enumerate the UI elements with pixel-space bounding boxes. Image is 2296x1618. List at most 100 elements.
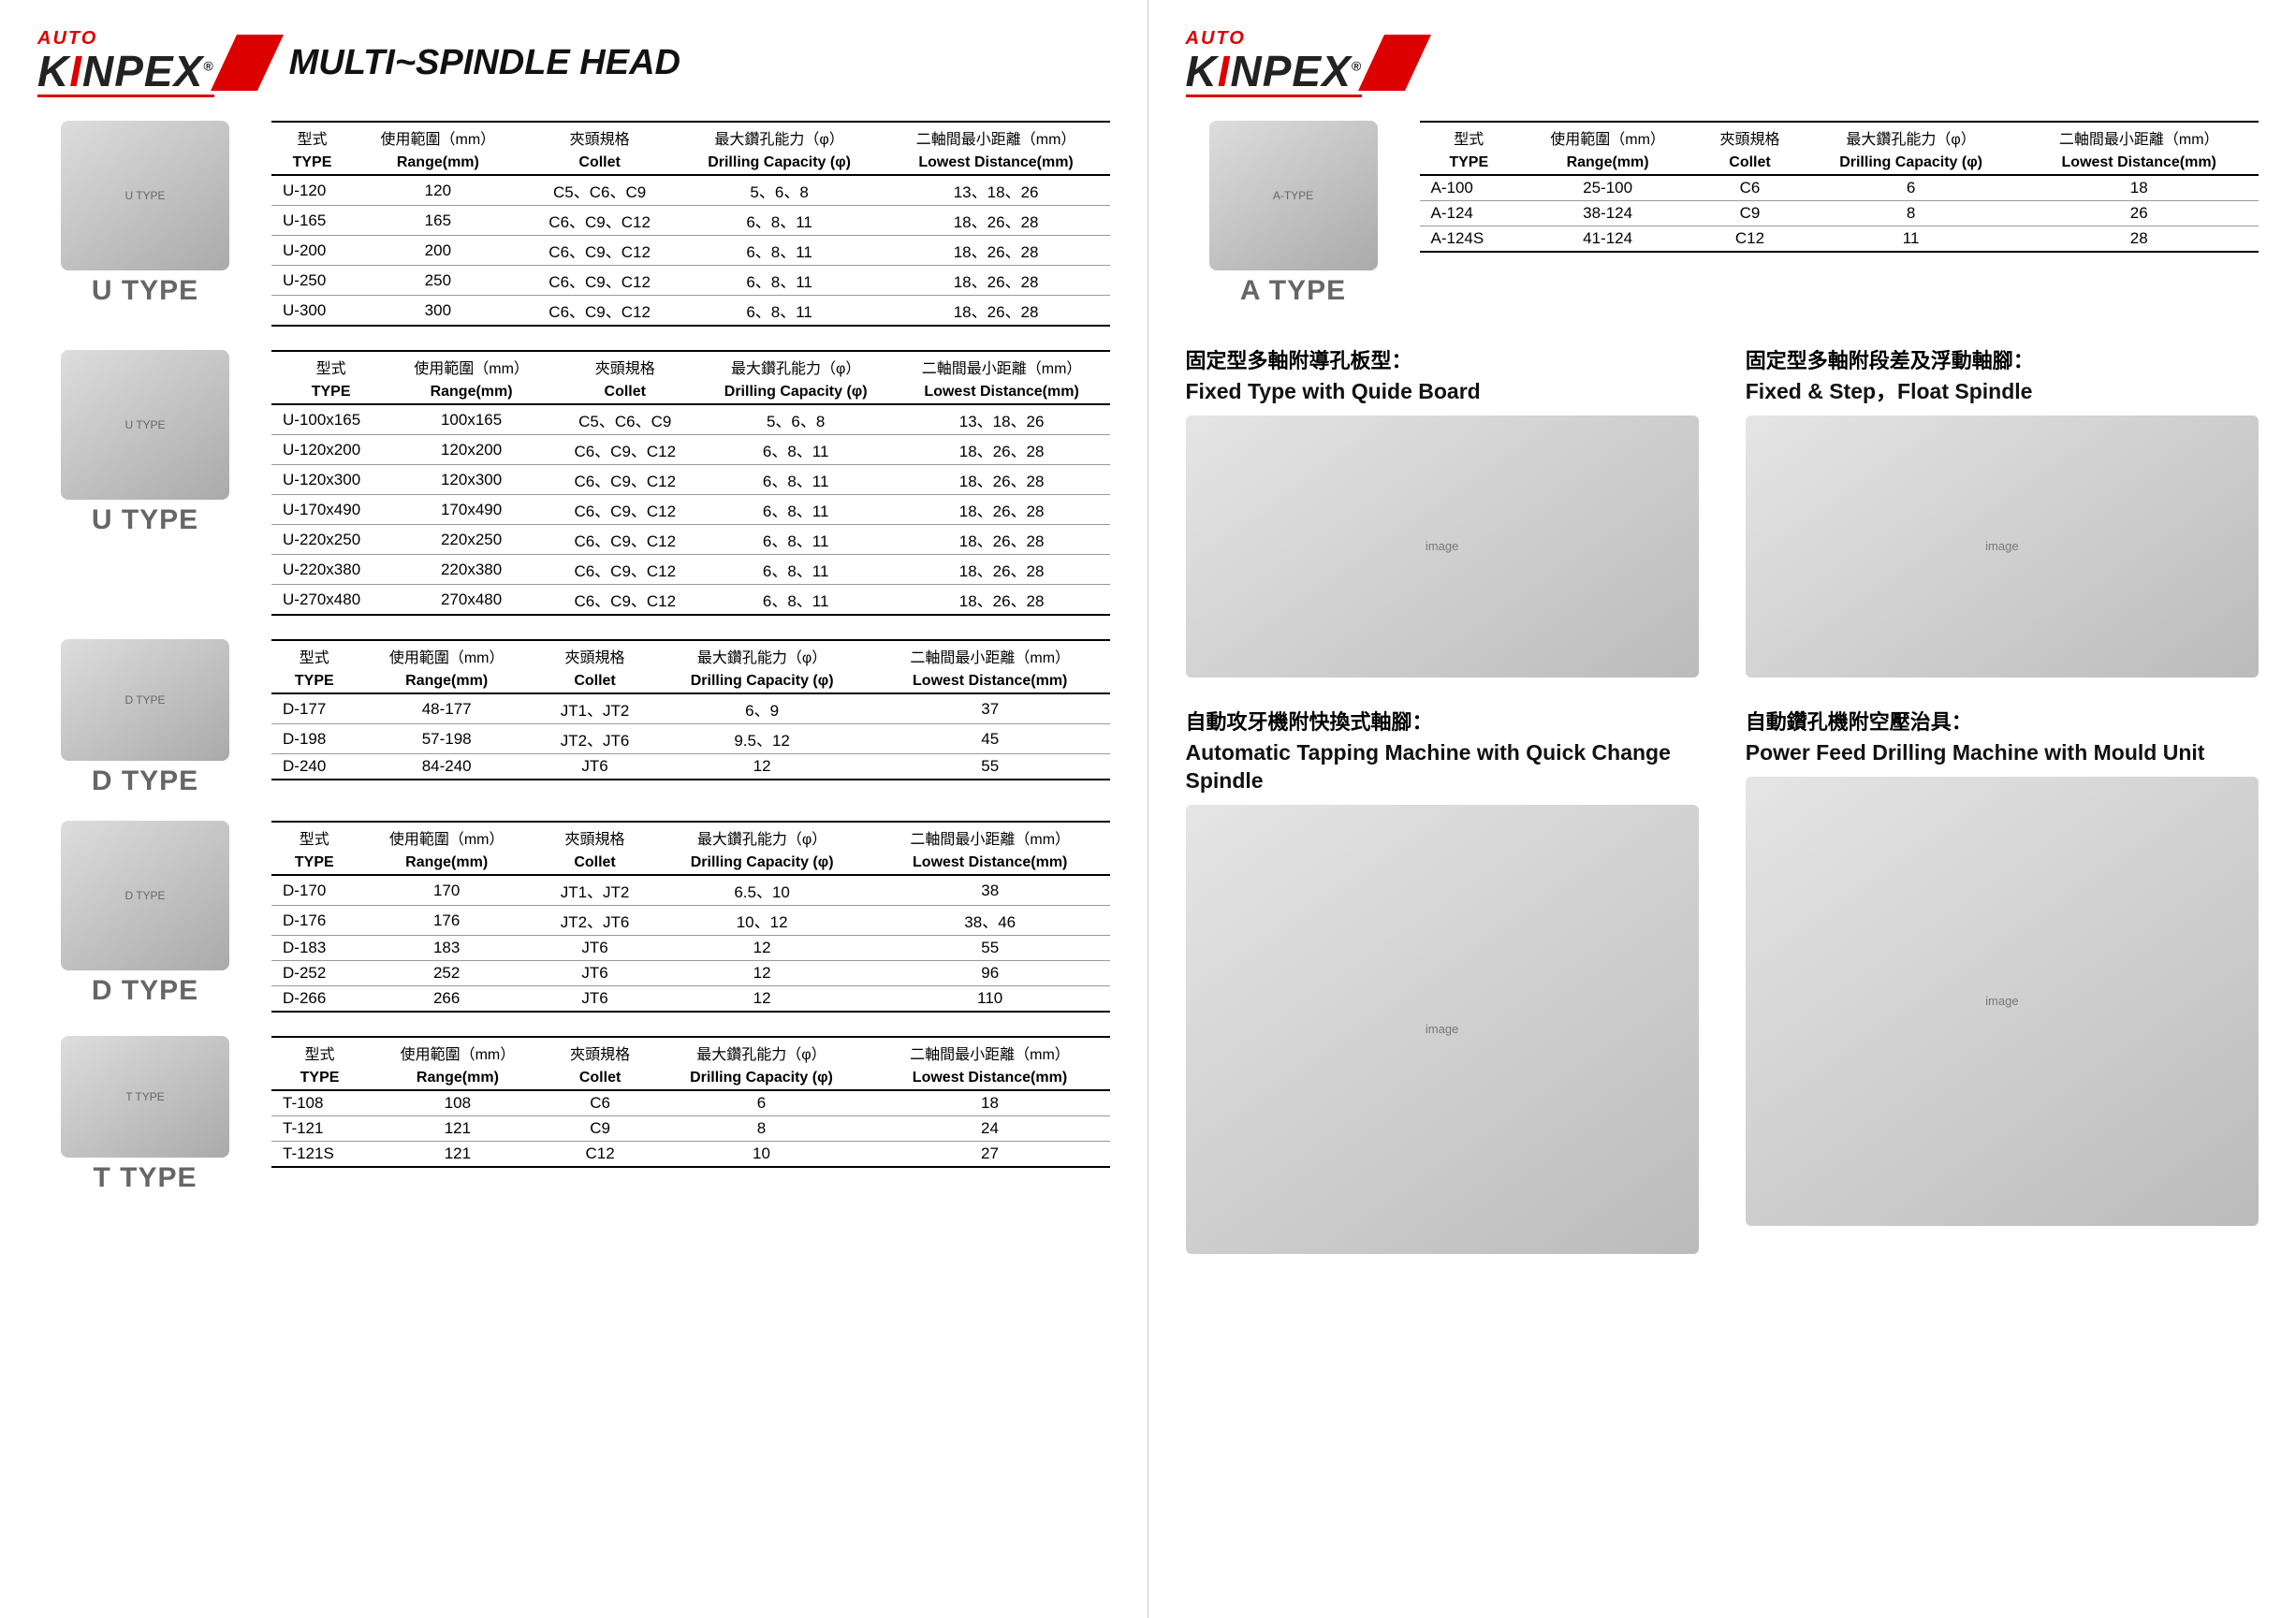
table-row: D-24084-240JT61255 xyxy=(271,754,1110,780)
col-header-en: TYPE xyxy=(271,1067,368,1090)
table-row: D-170170JT1、JT26.5、1038 xyxy=(271,875,1110,906)
table-cell: C6、C9、C12 xyxy=(523,266,677,296)
product-thumb: D TYPE xyxy=(61,821,229,970)
table-cell: 170x490 xyxy=(390,495,552,525)
col-header-zh: 型式 xyxy=(271,822,358,852)
table-row: T-108108C6618 xyxy=(271,1090,1110,1116)
table-cell: C6、C9、C12 xyxy=(552,495,698,525)
col-header-zh: 使用範圍（mm） xyxy=(1518,122,1697,152)
table-cell: U-165 xyxy=(271,206,353,236)
product-image: image xyxy=(1186,415,1699,678)
type-label: D TYPE xyxy=(37,765,253,797)
col-header-zh: 夾頭規格 xyxy=(1697,122,1803,152)
table-cell: D-266 xyxy=(271,986,358,1013)
col-header-zh: 最大鑽孔能力（φ） xyxy=(653,822,870,852)
table-cell: C6 xyxy=(548,1090,653,1116)
table-cell: C6、C9、C12 xyxy=(552,465,698,495)
table-cell: 6、8、11 xyxy=(698,465,894,495)
table-cell: 108 xyxy=(368,1090,548,1116)
table-cell: D-170 xyxy=(271,875,358,906)
col-header-en: Collet xyxy=(536,670,654,693)
col-header-zh: 二軸間最小距離（mm） xyxy=(870,640,1110,670)
right-page: AUTO KINPEX® A-TYPE A TYPE 型式使用範圍（mm）夾頭規… xyxy=(1148,0,2296,1618)
logo: AUTO KINPEX® xyxy=(1186,28,1363,97)
col-header-zh: 最大鑽孔能力（φ） xyxy=(1803,122,2020,152)
table-cell: 12 xyxy=(653,986,870,1013)
table-cell: T-121 xyxy=(271,1116,368,1142)
table-cell: 120x200 xyxy=(390,435,552,465)
col-header-en: Collet xyxy=(548,1067,653,1090)
product-image: image xyxy=(1186,805,1699,1254)
table-cell: 38-124 xyxy=(1518,201,1697,226)
col-header-en: Lowest Distance(mm) xyxy=(870,852,1110,875)
table-cell: C6 xyxy=(1697,175,1803,201)
table-row: U-120120C5、C6、C95、6、813、18、26 xyxy=(271,175,1110,206)
col-header-en: Range(mm) xyxy=(358,670,536,693)
col-header-zh: 使用範圍（mm） xyxy=(358,640,536,670)
type-section: D TYPED TYPE型式使用範圍（mm）夾頭規格最大鑽孔能力（φ）二軸間最小… xyxy=(37,639,1110,797)
col-header-zh: 型式 xyxy=(271,351,390,381)
table-cell: 6、8、11 xyxy=(698,435,894,465)
product-image: image xyxy=(1746,777,2259,1226)
table-cell: 120 xyxy=(353,175,523,206)
table-cell: 12 xyxy=(653,961,870,986)
table-cell: 5、6、8 xyxy=(677,175,883,206)
table-cell: 220x250 xyxy=(390,525,552,555)
col-header-zh: 夾頭規格 xyxy=(548,1037,653,1067)
title-banner-right xyxy=(1390,35,2259,91)
table-row: U-300300C6、C9、C126、8、1118、26、28 xyxy=(271,296,1110,327)
col-header-zh: 二軸間最小距離（mm） xyxy=(2019,122,2259,152)
col-header-zh: 夾頭規格 xyxy=(536,822,654,852)
table-row: U-120x300120x300C6、C9、C126、8、1118、26、28 xyxy=(271,465,1110,495)
table-cell: U-250 xyxy=(271,266,353,296)
product-image: image xyxy=(1746,415,2259,678)
logo-reg: ® xyxy=(203,59,213,74)
header-right: AUTO KINPEX® xyxy=(1186,28,2259,97)
table-row: D-183183JT61255 xyxy=(271,936,1110,961)
table-row: U-270x480270x480C6、C9、C126、8、1118、26、28 xyxy=(271,585,1110,616)
col-header-zh: 夾頭規格 xyxy=(536,640,654,670)
table-cell: 12 xyxy=(653,754,870,780)
table-cell: U-120x300 xyxy=(271,465,390,495)
col-header-zh: 最大鑽孔能力（φ） xyxy=(652,1037,870,1067)
spec-table: 型式使用範圍（mm）夾頭規格最大鑽孔能力（φ）二軸間最小距離（mm）TYPERa… xyxy=(271,350,1110,616)
table-cell: 18、26、28 xyxy=(883,266,1110,296)
col-header-zh: 二軸間最小距離（mm） xyxy=(870,1037,1109,1067)
table-cell: 18、26、28 xyxy=(883,206,1110,236)
table-cell: D-240 xyxy=(271,754,358,780)
left-sections: U TYPEU TYPE型式使用範圍（mm）夾頭規格最大鑽孔能力（φ）二軸間最小… xyxy=(37,121,1110,1194)
table-cell: C5、C6、C9 xyxy=(523,175,677,206)
table-cell: C6、C9、C12 xyxy=(552,585,698,616)
table-cell: 18 xyxy=(870,1090,1109,1116)
type-label: A TYPE xyxy=(1186,275,1401,307)
product-thumb: T TYPE xyxy=(61,1036,229,1158)
table-cell: JT2、JT6 xyxy=(536,724,654,754)
col-header-zh: 型式 xyxy=(271,1037,368,1067)
col-header-en: TYPE xyxy=(271,852,358,875)
table-cell: A-124S xyxy=(1420,226,1518,253)
col-header-zh: 型式 xyxy=(1420,122,1518,152)
table-cell: 270x480 xyxy=(390,585,552,616)
table-cell: 55 xyxy=(870,936,1110,961)
thumb-col: A-TYPE A TYPE xyxy=(1186,121,1420,307)
logo-red: I xyxy=(69,47,82,95)
table-cell: C5、C6、C9 xyxy=(552,404,698,435)
table-cell: C6、C9、C12 xyxy=(523,296,677,327)
table-row: U-220x380220x380C6、C9、C126、8、1118、26、28 xyxy=(271,555,1110,585)
col-header-en: Collet xyxy=(536,852,654,875)
product-title-zh: 自動攻牙機附快換式軸腳： xyxy=(1186,706,1699,736)
table-cell: D-252 xyxy=(271,961,358,986)
table-cell: U-120x200 xyxy=(271,435,390,465)
logo-pre: K xyxy=(1186,47,1218,95)
col-header-en: Collet xyxy=(1697,152,1803,175)
table-row: U-170x490170x490C6、C9、C126、8、1118、26、28 xyxy=(271,495,1110,525)
col-header-zh: 使用範圍（mm） xyxy=(358,822,536,852)
table-cell: 121 xyxy=(368,1142,548,1168)
table-cell: 250 xyxy=(353,266,523,296)
type-section: D TYPED TYPE型式使用範圍（mm）夾頭規格最大鑽孔能力（φ）二軸間最小… xyxy=(37,821,1110,1013)
table-row: D-19857-198JT2、JT69.5、1245 xyxy=(271,724,1110,754)
table-cell: 100x165 xyxy=(390,404,552,435)
table-cell: C6、C9、C12 xyxy=(552,555,698,585)
table-cell: 6、8、11 xyxy=(677,206,883,236)
table-cell: A-100 xyxy=(1420,175,1518,201)
